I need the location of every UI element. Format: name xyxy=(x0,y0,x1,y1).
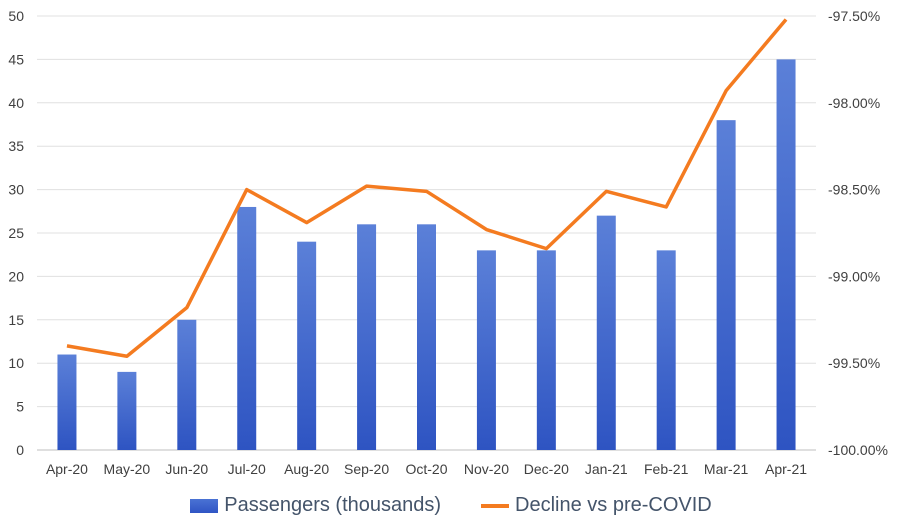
x-tick-label: Nov-20 xyxy=(464,461,509,477)
x-tick-label: Dec-20 xyxy=(524,461,569,477)
legend-label: Passengers (thousands) xyxy=(224,494,442,516)
left-tick-label: 10 xyxy=(8,355,24,371)
left-tick-label: 30 xyxy=(8,182,24,198)
legend-label: Decline vs pre-COVID xyxy=(515,494,712,516)
x-tick-label: May-20 xyxy=(104,461,151,477)
bar xyxy=(716,120,736,450)
right-tick-label: -98.50% xyxy=(828,182,880,198)
bar xyxy=(656,250,676,450)
left-tick-label: 40 xyxy=(8,95,24,111)
left-tick-label: 45 xyxy=(8,51,24,67)
bar xyxy=(417,224,436,450)
right-tick-label: -98.00% xyxy=(828,95,880,111)
legend-swatch-bar xyxy=(190,498,219,513)
x-tick-label: Jun-20 xyxy=(165,461,208,477)
bar xyxy=(57,354,77,450)
right-tick-label: -100.00% xyxy=(828,442,888,458)
left-tick-label: 20 xyxy=(8,268,24,284)
left-tick-label: 25 xyxy=(8,225,24,241)
left-tick-label: 50 xyxy=(8,8,24,24)
x-tick-label: Mar-21 xyxy=(704,461,749,477)
bar xyxy=(117,371,137,450)
bar xyxy=(596,215,616,450)
bar xyxy=(476,250,496,450)
right-tick-label: -99.50% xyxy=(828,355,880,371)
bar xyxy=(776,59,796,451)
right-tick-label: -97.50% xyxy=(828,8,880,24)
left-tick-label: 15 xyxy=(8,312,24,328)
x-tick-label: Jan-21 xyxy=(585,461,628,477)
legend-item-decline: Decline vs pre-COVID xyxy=(481,494,712,517)
x-tick-label: Jul-20 xyxy=(228,461,266,477)
left-tick-label: 5 xyxy=(16,399,24,415)
x-tick-label: Apr-21 xyxy=(765,461,807,477)
left-tick-label: 0 xyxy=(16,442,24,458)
bar xyxy=(357,224,377,450)
bar xyxy=(177,319,197,450)
x-tick-label: Sep-20 xyxy=(344,461,389,477)
x-tick-label: Apr-20 xyxy=(46,461,88,477)
right-tick-label: -99.00% xyxy=(828,268,880,284)
bar xyxy=(297,241,317,450)
bar xyxy=(536,250,556,450)
x-tick-label: Oct-20 xyxy=(405,461,447,477)
left-tick-label: 35 xyxy=(8,138,24,154)
legend-item-passengers: Passengers (thousands) xyxy=(190,494,441,517)
legend-swatch-line xyxy=(481,503,510,508)
x-tick-label: Aug-20 xyxy=(284,461,329,477)
bar xyxy=(237,206,257,450)
decline-line xyxy=(66,18,788,359)
x-tick-label: Feb-21 xyxy=(644,461,689,477)
legend: Passengers (thousands) Decline vs pre-CO… xyxy=(0,494,902,517)
